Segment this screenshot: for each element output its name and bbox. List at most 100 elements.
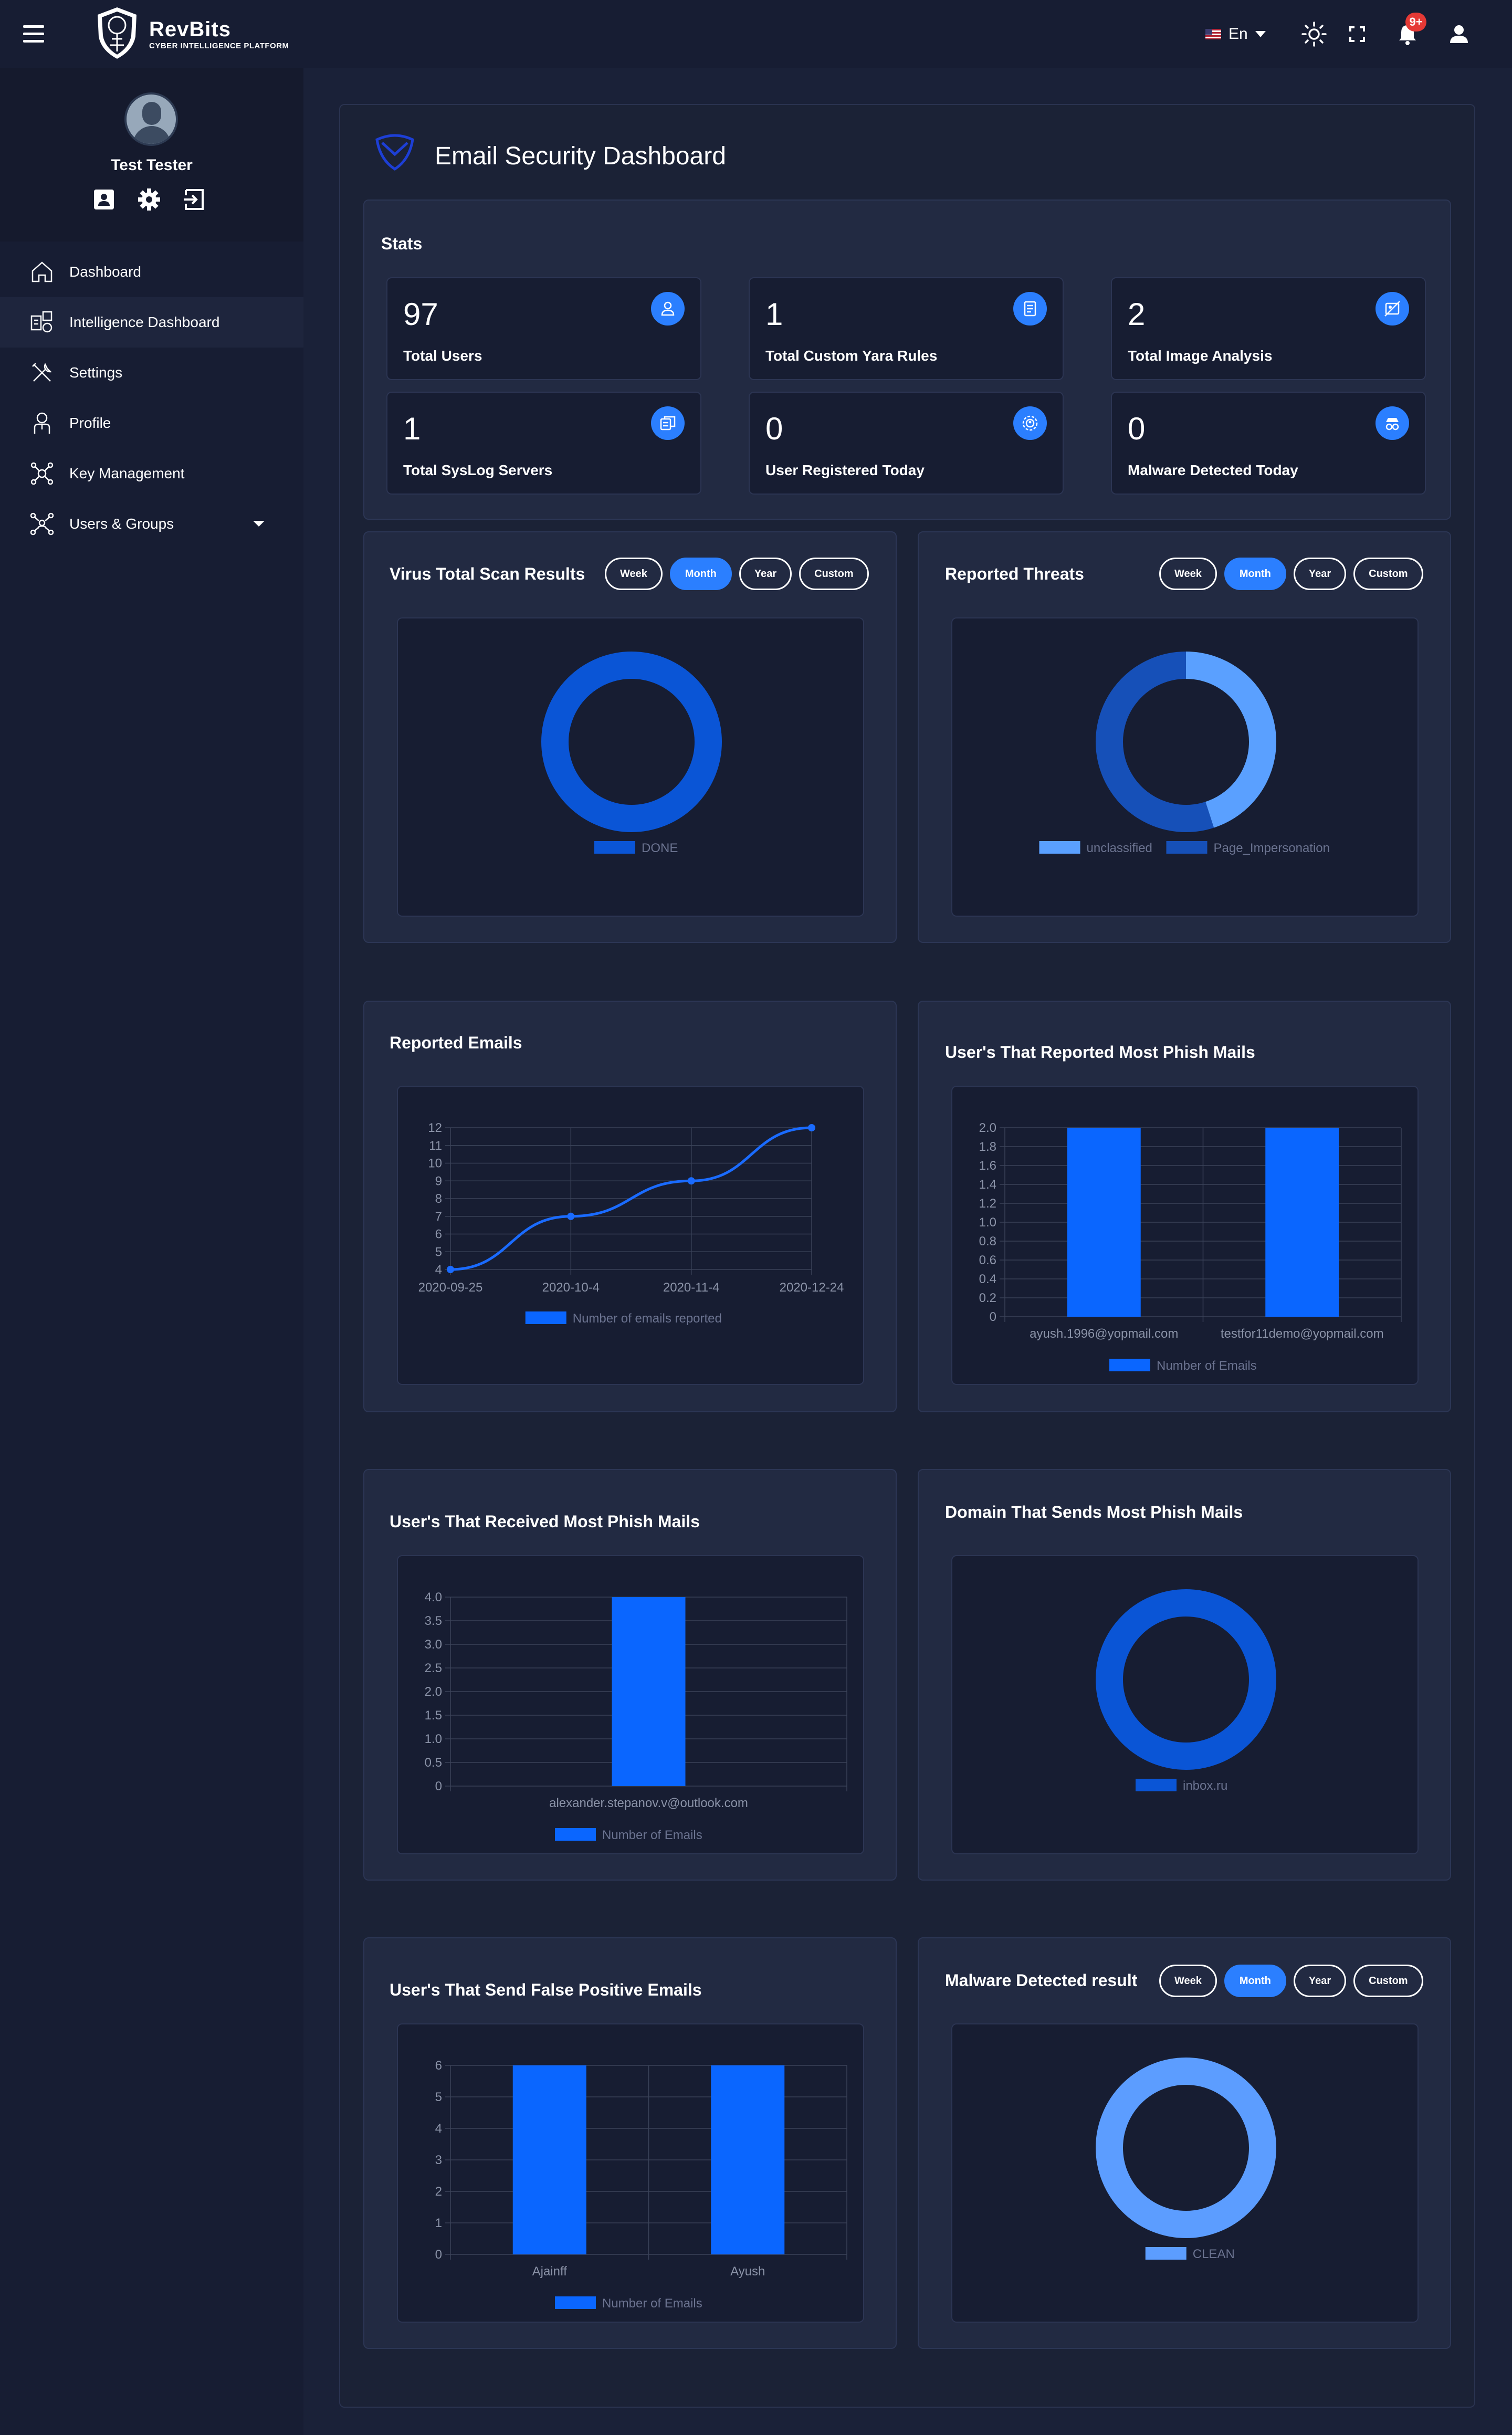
- users-reported-chart: 0 0.2 0.4 0.6 0.8 1.0 1.2 1.4 1.6 1.8 2.0 ayush.199…: [951, 1086, 1419, 1385]
- sidebar-item-settings[interactable]: Settings: [0, 348, 303, 398]
- filter-month-button[interactable]: Month: [1224, 1965, 1286, 1997]
- filter-year-button[interactable]: Year: [1293, 1965, 1347, 1997]
- x-tick-label: 2020-09-25: [418, 1281, 483, 1295]
- stat-card-registered-today: 0 User Registered Today: [749, 392, 1064, 495]
- reported-emails-chart: 4 5 6 7 8 9 10 11 12 2020-09-25 2020-10-4 2020-11-4…: [397, 1086, 864, 1385]
- language-selector[interactable]: En: [1205, 25, 1266, 43]
- data-point: [567, 1212, 575, 1220]
- sidebar-item-users-groups[interactable]: Users & Groups: [0, 499, 303, 549]
- incognito-icon: [1376, 406, 1409, 440]
- y-tick-label: 5: [435, 1245, 442, 1259]
- document-icon: [1013, 292, 1047, 326]
- legend-label: Number of emails reported: [573, 1311, 722, 1326]
- filter-custom-button[interactable]: Custom: [1353, 1965, 1423, 1997]
- stat-label: Total Image Analysis: [1128, 348, 1273, 364]
- contact-card-icon[interactable]: [92, 188, 116, 211]
- sidebar-item-intelligence-dashboard[interactable]: Intelligence Dashboard: [0, 297, 303, 348]
- legend-label: Number of Emails: [1157, 1359, 1257, 1373]
- chevron-down-icon: [1255, 31, 1266, 37]
- user-profile-panel: Test Tester: [0, 68, 303, 242]
- sidebar-item-label: Dashboard: [69, 264, 141, 280]
- sidebar-item-profile[interactable]: Profile: [0, 398, 303, 448]
- sidebar-item-label: Profile: [69, 415, 111, 431]
- users-received-title: User's That Received Most Phish Mails: [390, 1512, 700, 1531]
- malware-detected-chart: CLEAN: [951, 2023, 1419, 2323]
- stat-card-image-analysis: 2 Total Image Analysis: [1111, 277, 1426, 380]
- malware-detected-filters: Week Month Year Custom: [1159, 1965, 1423, 1997]
- y-tick-label: 1.0: [425, 1732, 442, 1746]
- y-tick-label: 4: [435, 2122, 442, 2136]
- bar: [1067, 1128, 1141, 1317]
- reported-emails-title: Reported Emails: [390, 1033, 522, 1052]
- tools-icon: [32, 363, 52, 382]
- y-tick-label: 1.2: [979, 1196, 996, 1211]
- false-positive-chart: 0 1 2 3 4 5 6 Ajainff Ayush Number of Emails: [397, 2023, 864, 2323]
- legend-label: DONE: [642, 841, 678, 855]
- legend-swatch: [1166, 841, 1208, 854]
- filter-custom-button[interactable]: Custom: [799, 558, 869, 590]
- legend-label: Number of Emails: [602, 1828, 702, 1842]
- donut-slice: [541, 652, 722, 832]
- chevron-down-icon[interactable]: [253, 521, 265, 527]
- gear-icon[interactable]: [138, 188, 161, 211]
- y-tick-label: 1.5: [425, 1708, 442, 1723]
- legend-swatch: [1109, 1359, 1150, 1371]
- intelligence-icon: [30, 311, 52, 333]
- top-bar: RevBits CYBER INTELLIGENCE PLATFORM En 9…: [0, 0, 1512, 68]
- filter-week-button[interactable]: Week: [605, 558, 663, 590]
- x-tick-label: alexander.stepanov.v@outlook.com: [549, 1796, 748, 1810]
- sidebar-nav: Dashboard Intelligence Dashboard Setting…: [0, 247, 303, 549]
- filter-month-button[interactable]: Month: [1224, 558, 1286, 590]
- stat-value: 2: [1128, 297, 1146, 332]
- stats-title: Stats: [381, 234, 423, 253]
- bar: [512, 2065, 586, 2254]
- stat-card-malware-today: 0 Malware Detected Today: [1111, 392, 1426, 495]
- legend-swatch: [1145, 2247, 1186, 2260]
- y-tick-label: 3.5: [425, 1614, 442, 1628]
- sidebar-item-dashboard[interactable]: Dashboard: [0, 247, 303, 297]
- series-line: [450, 1126, 812, 1271]
- user-icon[interactable]: [1446, 21, 1472, 47]
- sun-icon[interactable]: [1301, 21, 1327, 47]
- y-tick-label: 3.0: [425, 1638, 442, 1652]
- y-tick-label: 10: [428, 1157, 442, 1171]
- y-tick-label: 0: [990, 1310, 996, 1324]
- logout-icon[interactable]: [183, 188, 206, 211]
- y-tick-label: 5: [435, 2090, 442, 2104]
- donut-slice: [1185, 652, 1276, 828]
- stat-value: 1: [765, 297, 783, 332]
- data-point: [687, 1177, 695, 1185]
- sidebar-item-label: Key Management: [69, 465, 185, 481]
- sidebar-item-key-management[interactable]: Key Management: [0, 448, 303, 499]
- filter-custom-button[interactable]: Custom: [1353, 558, 1423, 590]
- y-tick-label: 0.2: [979, 1291, 996, 1305]
- fullscreen-icon[interactable]: [1344, 21, 1370, 47]
- bar: [1265, 1128, 1339, 1317]
- y-tick-label: 3: [435, 2153, 442, 2167]
- users-received-chart: 0 0.5 1.0 1.5 2.0 2.5 3.0 3.5 4.0 alexander.stepa…: [397, 1555, 864, 1854]
- user-icon: [651, 292, 685, 326]
- image-off-icon: [1376, 292, 1409, 326]
- revbits-logo-icon: [98, 7, 136, 59]
- profile-icon: [34, 412, 50, 434]
- filter-month-button[interactable]: Month: [669, 558, 732, 590]
- notification-badge: 9+: [1405, 13, 1426, 32]
- filter-year-button[interactable]: Year: [1293, 558, 1347, 590]
- donut-slice: [1096, 652, 1214, 832]
- users-network-icon: [30, 512, 54, 536]
- reported-threats-chart: unclassified Page_Impersonation: [951, 617, 1419, 917]
- menu-icon[interactable]: [23, 25, 44, 43]
- filter-year-button[interactable]: Year: [739, 558, 792, 590]
- domain-sends-title: Domain That Sends Most Phish Mails: [945, 1503, 1243, 1521]
- malware-detected-donut-chart: CLEAN: [1096, 2058, 1276, 2261]
- profile-actions: [92, 188, 206, 211]
- avatar[interactable]: [124, 92, 178, 146]
- filter-week-button[interactable]: Week: [1159, 558, 1217, 590]
- false-positive-bar-chart: 0 1 2 3 4 5 6 Ajainff Ayush Number of Emails: [435, 2059, 847, 2311]
- sidebar-item-label: Users & Groups: [69, 516, 174, 532]
- filter-week-button[interactable]: Week: [1159, 1965, 1217, 1997]
- donut-slice: [1096, 2058, 1276, 2238]
- sidebar: Test Tester Dashboard: [0, 68, 303, 2435]
- stat-label: Total Custom Yara Rules: [765, 348, 938, 364]
- legend-label: Page_Impersonation: [1214, 841, 1330, 855]
